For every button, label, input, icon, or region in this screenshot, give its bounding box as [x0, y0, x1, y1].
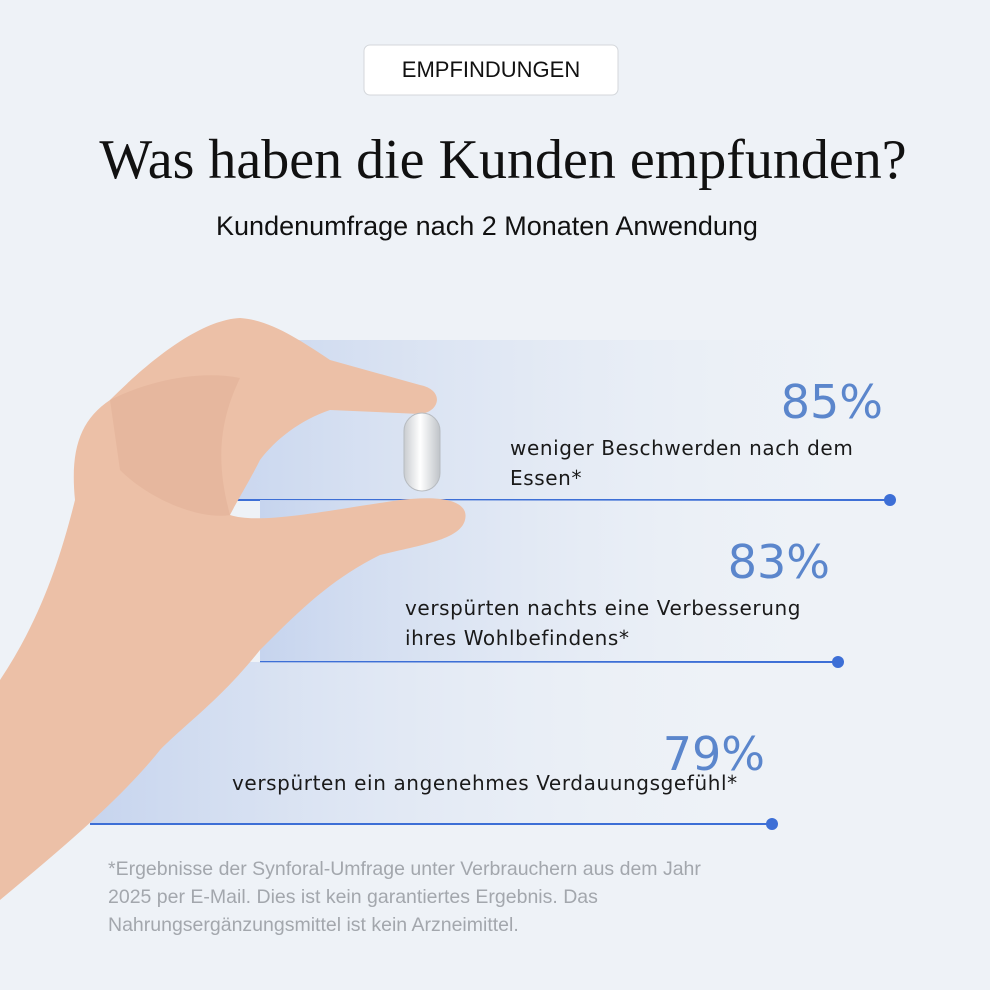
stat-label: weniger Beschwerden nach dem	[510, 436, 853, 460]
title: Was haben die Kunden empfunden?	[99, 129, 906, 191]
stat-dot	[832, 656, 844, 668]
stat-label: ihres Wohlbefindens*	[405, 626, 630, 650]
badge: EMPFINDUNGEN	[402, 57, 580, 82]
badge-box	[363, 44, 619, 96]
stat-panels: 85% weniger Beschwerden nach dem Essen* 83%…	[90, 340, 915, 830]
footnote-line: Nahrungsergänzungsmittel ist kein Arznei…	[108, 914, 519, 936]
stat-label: Essen*	[510, 466, 582, 490]
footnote-line: *Ergebnisse der Synforal-Umfrage unter V…	[108, 858, 701, 880]
stat-label: verspürten ein angenehmes Verdauungsgefü…	[232, 771, 738, 795]
footnote-line: 2025 per E-Mail. Dies ist kein garantier…	[108, 886, 598, 908]
stat-value: 85%	[781, 375, 883, 429]
footnote: *Ergebnisse der Synforal-Umfrage unter V…	[108, 858, 701, 936]
hand	[0, 318, 466, 900]
stat-label: verspürten nachts eine Verbesserung	[405, 596, 801, 620]
stat-dot	[884, 494, 896, 506]
stat-value: 83%	[728, 535, 830, 589]
stat-value: 79%	[663, 727, 765, 781]
stat-dot	[766, 818, 778, 830]
subtitle: Kundenumfrage nach 2 Monaten Anwendung	[216, 211, 758, 241]
